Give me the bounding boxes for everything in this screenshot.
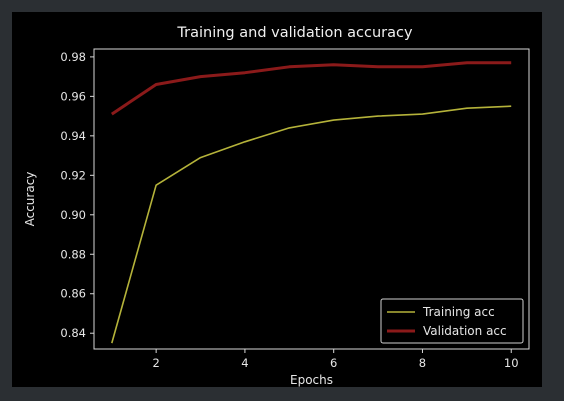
y-tick-label: 0.92 [60, 168, 86, 182]
x-tick-label: 10 [504, 356, 519, 370]
x-tick-label: 6 [330, 356, 337, 370]
y-tick-label: 0.94 [60, 129, 86, 143]
legend: Training acc Validation acc [380, 298, 524, 344]
x-tick-label: 4 [241, 356, 248, 370]
x-axis-ticks: 2 4 6 8 10 [152, 349, 519, 370]
y-tick-label: 0.90 [60, 208, 86, 222]
training-acc-line [111, 105, 512, 344]
legend-box [380, 298, 524, 344]
y-tick-label: 0.88 [60, 247, 86, 261]
x-tick-label: 2 [152, 356, 159, 370]
y-tick-label: 0.84 [60, 326, 86, 340]
legend-label-validation-acc: Validation acc [423, 324, 507, 338]
x-tick-label: 8 [419, 356, 426, 370]
legend-label-training-acc: Training acc [422, 305, 495, 319]
chart-title: Training and validation accuracy [176, 25, 413, 41]
x-axis-label: Epochs [290, 373, 333, 387]
axes-box [93, 48, 530, 350]
chart-frame: Training and validation accuracy 2 4 6 8 10 … [12, 12, 542, 387]
y-axis-ticks: 0.84 0.86 0.88 0.90 0.92 0.94 0.96 0.98 [60, 50, 94, 340]
accuracy-line-chart: Training and validation accuracy 2 4 6 8 10 … [23, 25, 530, 387]
validation-acc-line [110, 61, 512, 116]
plot-area [93, 48, 530, 350]
y-tick-label: 0.98 [60, 50, 86, 64]
series-lines [110, 61, 512, 344]
y-axis-label: Accuracy [23, 172, 37, 227]
y-tick-label: 0.86 [60, 287, 86, 301]
y-tick-label: 0.96 [60, 89, 86, 103]
